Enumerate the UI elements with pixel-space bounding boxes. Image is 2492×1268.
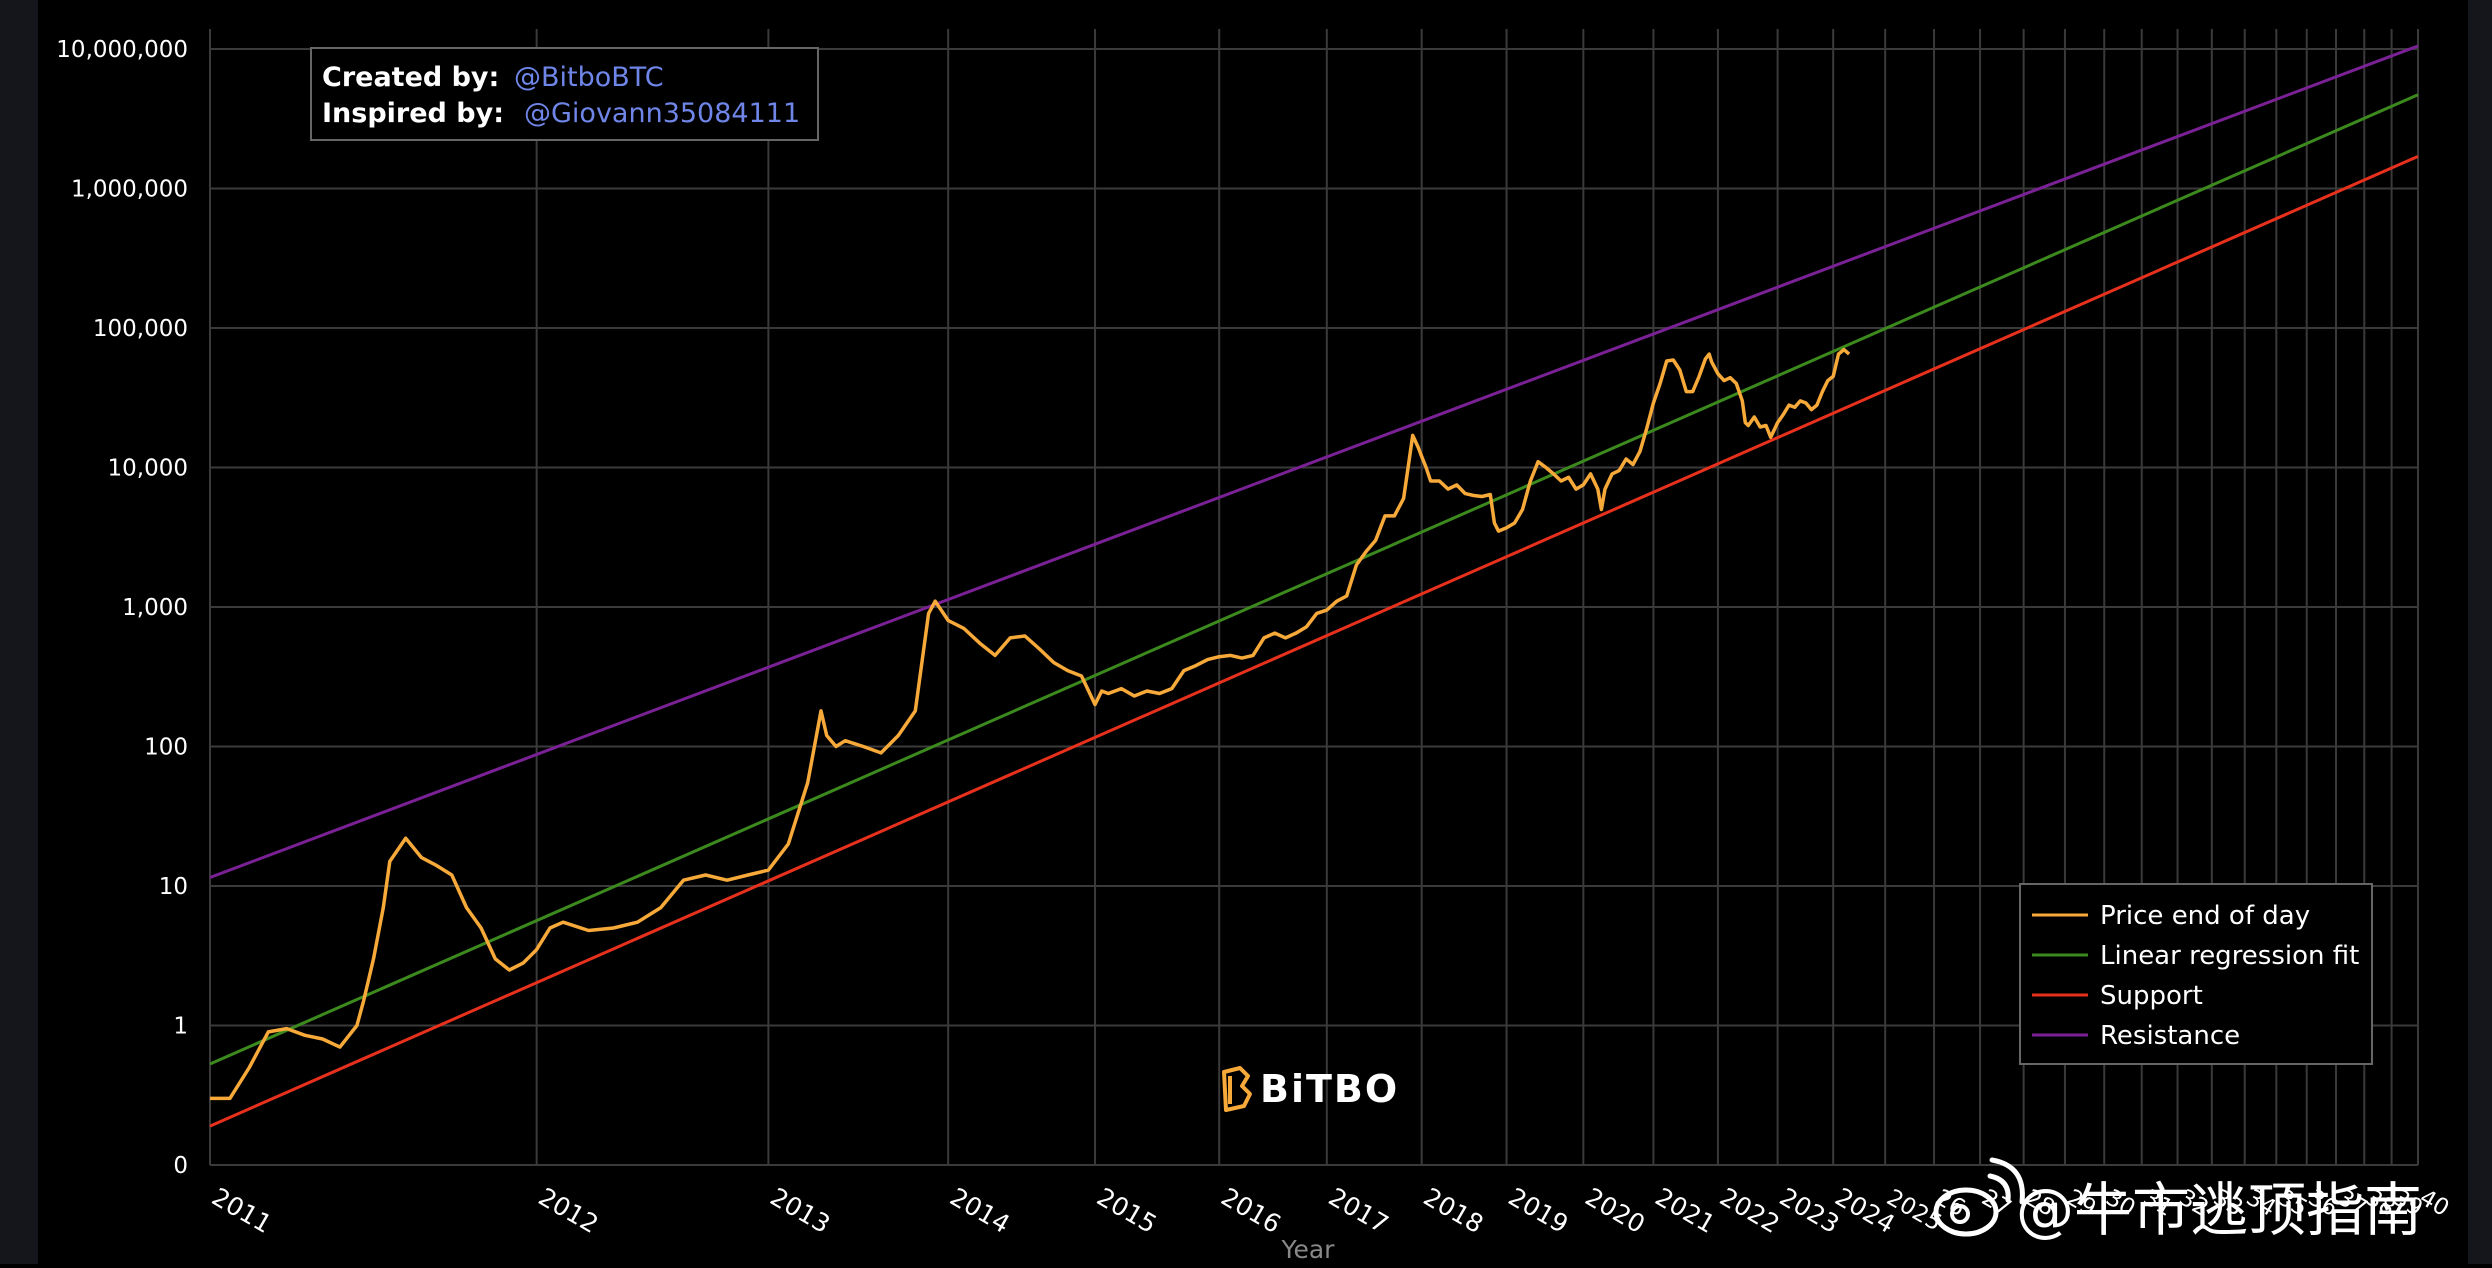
x-tick-label: 2018 [1419, 1182, 1489, 1239]
y-tick-label: 100 [144, 735, 188, 761]
legend-item-support[interactable]: Support [2032, 981, 2203, 1011]
x-tick-label: 2019 [1504, 1182, 1574, 1239]
price-series-line [210, 347, 1851, 1101]
y-tick-label: 10,000,000 [56, 37, 188, 63]
y-tick-label: 1,000,000 [71, 177, 188, 203]
x-tick-label: 2016 [1216, 1182, 1286, 1239]
legend: Price end of day Linear regression fit S… [2019, 883, 2373, 1065]
x-tick-label: 2011 [207, 1182, 277, 1239]
grid [209, 29, 2419, 1166]
x-axis-title: Year [1281, 1235, 1336, 1264]
credit-inspired-label: Inspired by: [322, 98, 504, 129]
support-line [209, 155, 2419, 1128]
credit-created-label: Created by: [322, 62, 499, 93]
y-axis-ticks: 0 1 10 100 1,000 10,000 100,000 1,000,000 10,000… [56, 37, 188, 1179]
x-tick-label: 2017 [1324, 1182, 1394, 1239]
x-tick-label: 2020 [1580, 1182, 1650, 1239]
y-tick-label: 0 [173, 1153, 188, 1179]
y-tick-label: 100,000 [93, 316, 188, 342]
credits-box-frame [310, 47, 819, 141]
left-frame-strip [0, 0, 38, 1264]
legend-label-regression: Linear regression fit [2100, 941, 2359, 971]
legend-label-resistance: Resistance [2100, 1021, 2240, 1051]
watermark: @牛市逃顶指南 [1933, 1157, 2422, 1244]
credit-inspired-handle[interactable]: @Giovann35084111 [524, 98, 800, 129]
x-tick-label: 2012 [534, 1182, 604, 1239]
bitbo-b-logo-icon [1222, 1066, 1252, 1112]
watermark-text: @牛市逃顶指南 [2016, 1176, 2422, 1244]
right-frame-strip [2468, 0, 2492, 1264]
brand-logo: BiTBO [1222, 1066, 1399, 1112]
x-tick-label: 2015 [1092, 1182, 1162, 1239]
x-tick-label: 2022 [1715, 1182, 1785, 1239]
resistance-line [209, 44, 2419, 879]
regression-fit-line [209, 93, 2419, 1066]
credit-created-handle[interactable]: @BitboBTC [514, 62, 664, 93]
y-tick-label: 1,000 [122, 595, 188, 621]
brand-name: BiTBO [1260, 1067, 1399, 1111]
y-tick-label: 1 [173, 1014, 188, 1040]
x-tick-label: 2023 [1775, 1182, 1845, 1239]
x-tick-label: 2021 [1650, 1182, 1720, 1239]
legend-label-support: Support [2100, 981, 2203, 1011]
weibo-icon [1933, 1157, 2025, 1237]
x-tick-label: 2013 [765, 1182, 835, 1239]
series-lines [209, 44, 2419, 1128]
legend-label-price: Price end of day [2100, 901, 2310, 931]
legend-item-regression[interactable]: Linear regression fit [2032, 941, 2359, 971]
y-tick-label: 10,000 [108, 456, 188, 482]
legend-item-resistance[interactable]: Resistance [2032, 1021, 2240, 1051]
credits-box: Created by: @BitboBTC Inspired by: @Giov… [310, 47, 819, 141]
legend-item-price[interactable]: Price end of day [2032, 901, 2310, 931]
x-tick-label: 2014 [945, 1182, 1015, 1239]
y-tick-label: 10 [159, 874, 188, 900]
